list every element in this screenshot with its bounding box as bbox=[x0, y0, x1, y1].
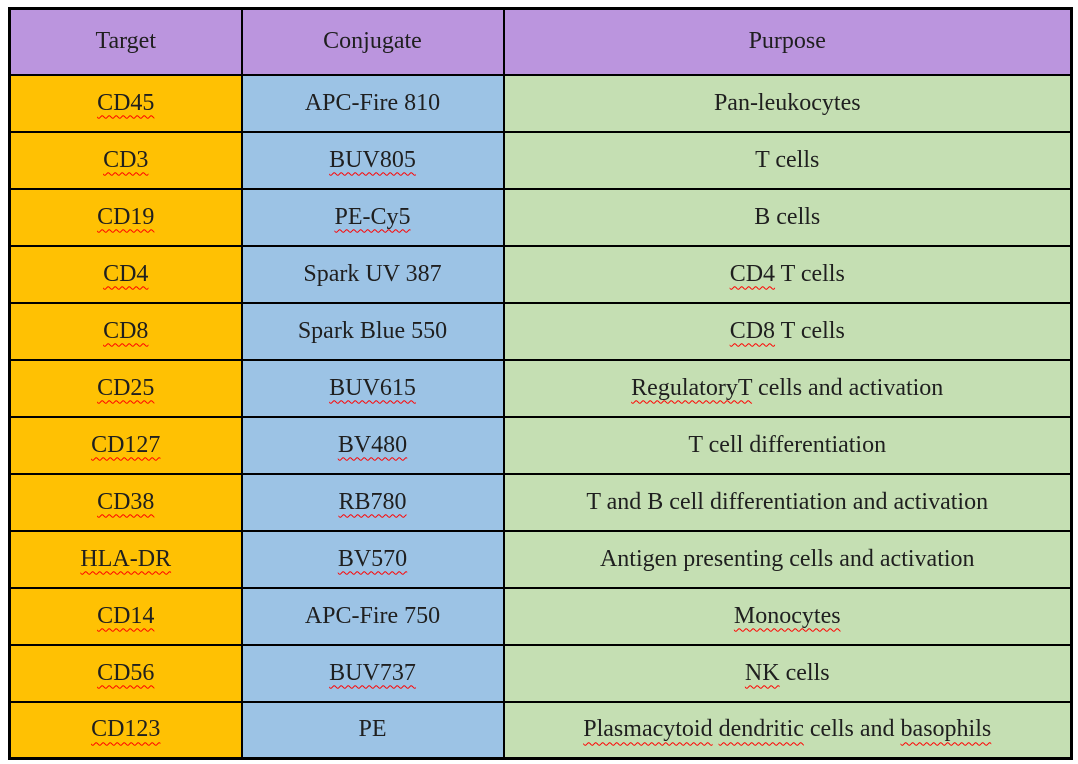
table-row: CD123 PE Plasmacytoid dendritic cells and … bbox=[8, 700, 1073, 760]
text-segment: cells and bbox=[803, 716, 901, 743]
misspelled-text-segment: BUV615 bbox=[329, 374, 416, 401]
target-cell: CD45 bbox=[8, 73, 243, 133]
misspelled-text-segment: CD127 bbox=[91, 431, 161, 458]
misspelled-text-segment: CD4 bbox=[103, 260, 149, 287]
misspelled-text-segment: BUV805 bbox=[329, 146, 416, 173]
target-cell: CD123 bbox=[8, 700, 243, 760]
text-segment: cells bbox=[779, 659, 830, 686]
antibody-panel-table: Target Conjugate Purpose CD45 APC-Fire 81… bbox=[8, 7, 1073, 760]
misspelled-text-segment: CD123 bbox=[91, 716, 161, 743]
text-segment: PE bbox=[358, 716, 387, 743]
purpose-cell: B cells bbox=[502, 187, 1073, 247]
text-segment: APC-Fire 810 bbox=[304, 89, 441, 116]
target-cell: CD38 bbox=[8, 472, 243, 532]
misspelled-text-segment: BUV737 bbox=[329, 659, 416, 686]
conjugate-cell: Spark Blue 550 bbox=[240, 301, 505, 361]
table-row: CD25 BUV615 RegulatoryT cells and activati… bbox=[8, 358, 1073, 418]
table-row: CD8 Spark Blue 550 CD8 T cells bbox=[8, 301, 1073, 361]
conjugate-cell: PE-Cy5 bbox=[240, 187, 505, 247]
text-segment: APC-Fire 750 bbox=[304, 602, 441, 629]
text-segment: cells and activation bbox=[752, 374, 944, 401]
purpose-cell: Pan-leukocytes bbox=[502, 73, 1073, 133]
target-cell: CD14 bbox=[8, 586, 243, 646]
table-row: CD3 BUV805 T cells bbox=[8, 130, 1073, 190]
table-row: CD38 RB780 T and B cell differentiation an… bbox=[8, 472, 1073, 532]
misspelled-text-segment: PE-Cy5 bbox=[334, 203, 411, 230]
misspelled-text-segment: CD38 bbox=[97, 488, 155, 515]
target-cell: CD127 bbox=[8, 415, 243, 475]
conjugate-cell: BUV615 bbox=[240, 358, 505, 418]
purpose-cell: Antigen presenting cells and activation bbox=[502, 529, 1073, 589]
misspelled-text-segment: CD4 bbox=[729, 260, 776, 287]
text-segment: Spark UV 387 bbox=[303, 260, 442, 287]
purpose-cell: CD4 T cells bbox=[502, 244, 1073, 304]
text-segment: T cells bbox=[775, 317, 845, 344]
text-segment: Spark Blue 550 bbox=[297, 317, 448, 344]
purpose-cell: T cell differentiation bbox=[502, 415, 1073, 475]
misspelled-text-segment: RegulatoryT bbox=[631, 374, 753, 401]
table-row: CD56 BUV737 NK cells bbox=[8, 643, 1073, 703]
misspelled-text-segment: BV480 bbox=[337, 431, 408, 458]
misspelled-text-segment: CD19 bbox=[97, 203, 155, 230]
text-segment: Pan-leukocytes bbox=[713, 89, 861, 116]
misspelled-text-segment: CD25 bbox=[97, 374, 155, 401]
misspelled-text-segment: CD56 bbox=[97, 659, 155, 686]
misspelled-text-segment: dendritic bbox=[718, 716, 804, 743]
misspelled-text-segment: HLA-DR bbox=[80, 545, 172, 572]
table-header: Target Conjugate Purpose bbox=[8, 7, 1073, 76]
target-cell: HLA-DR bbox=[8, 529, 243, 589]
text-segment: T cell differentiation bbox=[688, 431, 887, 458]
target-cell: CD4 bbox=[8, 244, 243, 304]
misspelled-text-segment: BV570 bbox=[337, 545, 408, 572]
table-row: HLA-DR BV570 Antigen presenting cells and … bbox=[8, 529, 1073, 589]
misspelled-text-segment: CD8 bbox=[103, 317, 149, 344]
purpose-cell: NK cells bbox=[502, 643, 1073, 703]
misspelled-text-segment: NK bbox=[744, 659, 780, 686]
misspelled-text-segment: basophils bbox=[900, 716, 992, 743]
purpose-cell: CD8 T cells bbox=[502, 301, 1073, 361]
conjugate-cell: PE bbox=[240, 700, 505, 760]
header-row: Target Conjugate Purpose bbox=[8, 7, 1073, 76]
column-header-conjugate: Conjugate bbox=[240, 7, 505, 76]
purpose-cell: T and B cell differentiation and activat… bbox=[502, 472, 1073, 532]
text-segment: T cells bbox=[755, 146, 820, 173]
conjugate-cell: BV570 bbox=[240, 529, 505, 589]
text-segment: B cells bbox=[754, 203, 821, 230]
purpose-cell: RegulatoryT cells and activation bbox=[502, 358, 1073, 418]
conjugate-cell: Spark UV 387 bbox=[240, 244, 505, 304]
misspelled-text-segment: Monocytes bbox=[733, 602, 841, 629]
text-segment: T cells bbox=[775, 260, 845, 287]
misspelled-text-segment: RB780 bbox=[338, 488, 407, 515]
misspelled-text-segment: Plasmacytoid bbox=[583, 716, 713, 743]
text-segment: Antigen presenting cells and activation bbox=[599, 545, 975, 572]
purpose-cell: Monocytes bbox=[502, 586, 1073, 646]
conjugate-cell: APC-Fire 810 bbox=[240, 73, 505, 133]
text-segment: T and B cell differentiation and activat… bbox=[586, 488, 989, 515]
table-body: CD45 APC-Fire 810 Pan-leukocytes CD3 BUV805 T… bbox=[8, 73, 1073, 760]
misspelled-text-segment: CD14 bbox=[97, 602, 155, 629]
misspelled-text-segment: CD45 bbox=[97, 89, 155, 116]
conjugate-cell: RB780 bbox=[240, 472, 505, 532]
purpose-cell: T cells bbox=[502, 130, 1073, 190]
conjugate-cell: APC-Fire 750 bbox=[240, 586, 505, 646]
table-row: CD45 APC-Fire 810 Pan-leukocytes bbox=[8, 73, 1073, 133]
purpose-cell: Plasmacytoid dendritic cells and basophi… bbox=[502, 700, 1073, 760]
table-row: CD19 PE-Cy5 B cells bbox=[8, 187, 1073, 247]
table-row: CD14 APC-Fire 750 Monocytes bbox=[8, 586, 1073, 646]
target-cell: CD25 bbox=[8, 358, 243, 418]
column-header-purpose: Purpose bbox=[502, 7, 1073, 76]
target-cell: CD8 bbox=[8, 301, 243, 361]
table-row: CD4 Spark UV 387 CD4 T cells bbox=[8, 244, 1073, 304]
target-cell: CD19 bbox=[8, 187, 243, 247]
conjugate-cell: BV480 bbox=[240, 415, 505, 475]
conjugate-cell: BUV737 bbox=[240, 643, 505, 703]
target-cell: CD3 bbox=[8, 130, 243, 190]
table-row: CD127 BV480 T cell differentiation bbox=[8, 415, 1073, 475]
column-header-target: Target bbox=[8, 7, 243, 76]
misspelled-text-segment: CD8 bbox=[729, 317, 776, 344]
target-cell: CD56 bbox=[8, 643, 243, 703]
misspelled-text-segment: CD3 bbox=[103, 146, 149, 173]
conjugate-cell: BUV805 bbox=[240, 130, 505, 190]
